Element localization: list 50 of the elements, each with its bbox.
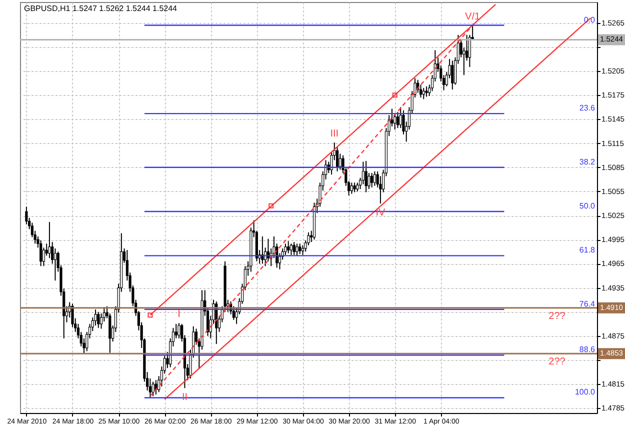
chart-title: GBPUSD,H1 1.5247 1.5262 1.5244 1.5244 [24, 4, 178, 13]
candlestick [40, 240, 42, 267]
text: 100.0 [574, 388, 596, 397]
point [268, 203, 274, 208]
candlestick [422, 87, 425, 100]
point [148, 312, 153, 318]
candlestick [364, 160, 368, 193]
candlestick [350, 182, 353, 194]
candlestick [25, 206, 28, 225]
candlestick [296, 243, 298, 256]
candlestick [287, 240, 290, 254]
candlestick [353, 182, 356, 193]
candlestick [298, 243, 302, 255]
candlestick [292, 242, 296, 256]
candlestick [178, 322, 180, 339]
candlestick [97, 311, 100, 328]
candlestick [368, 172, 370, 190]
candlestick [232, 306, 235, 320]
candlestick [48, 221, 51, 259]
candlestick [301, 244, 304, 256]
text: 50.0 [579, 202, 596, 211]
candlestick [290, 243, 293, 256]
candlestick [284, 243, 287, 256]
candlestick [373, 170, 376, 186]
candlestick [379, 176, 382, 204]
point [392, 92, 398, 98]
annotation: V/1 [465, 11, 480, 22]
candlestick [451, 60, 454, 90]
candlestick [394, 113, 396, 130]
candlestick [396, 111, 400, 129]
candlestick [399, 106, 402, 129]
candlestick [419, 84, 422, 98]
candlestick [336, 146, 339, 172]
annotation: III [330, 128, 339, 140]
candlestick [362, 161, 364, 185]
text: 88.6 [579, 345, 596, 354]
text: 23.6 [579, 104, 596, 113]
candlestick [174, 323, 178, 339]
annotation: 2?? [548, 356, 566, 368]
text: 61.8 [579, 246, 596, 255]
annotation: I [178, 309, 180, 320]
candlestick [425, 86, 428, 98]
candlestick [100, 312, 103, 330]
annotation: 2?? [548, 310, 566, 322]
candlestick [71, 303, 74, 328]
candlestick [154, 380, 158, 396]
text: 76.4 [579, 299, 596, 308]
candlestick [152, 381, 154, 397]
candlestick [370, 172, 374, 188]
text: 38.2 [579, 157, 596, 166]
